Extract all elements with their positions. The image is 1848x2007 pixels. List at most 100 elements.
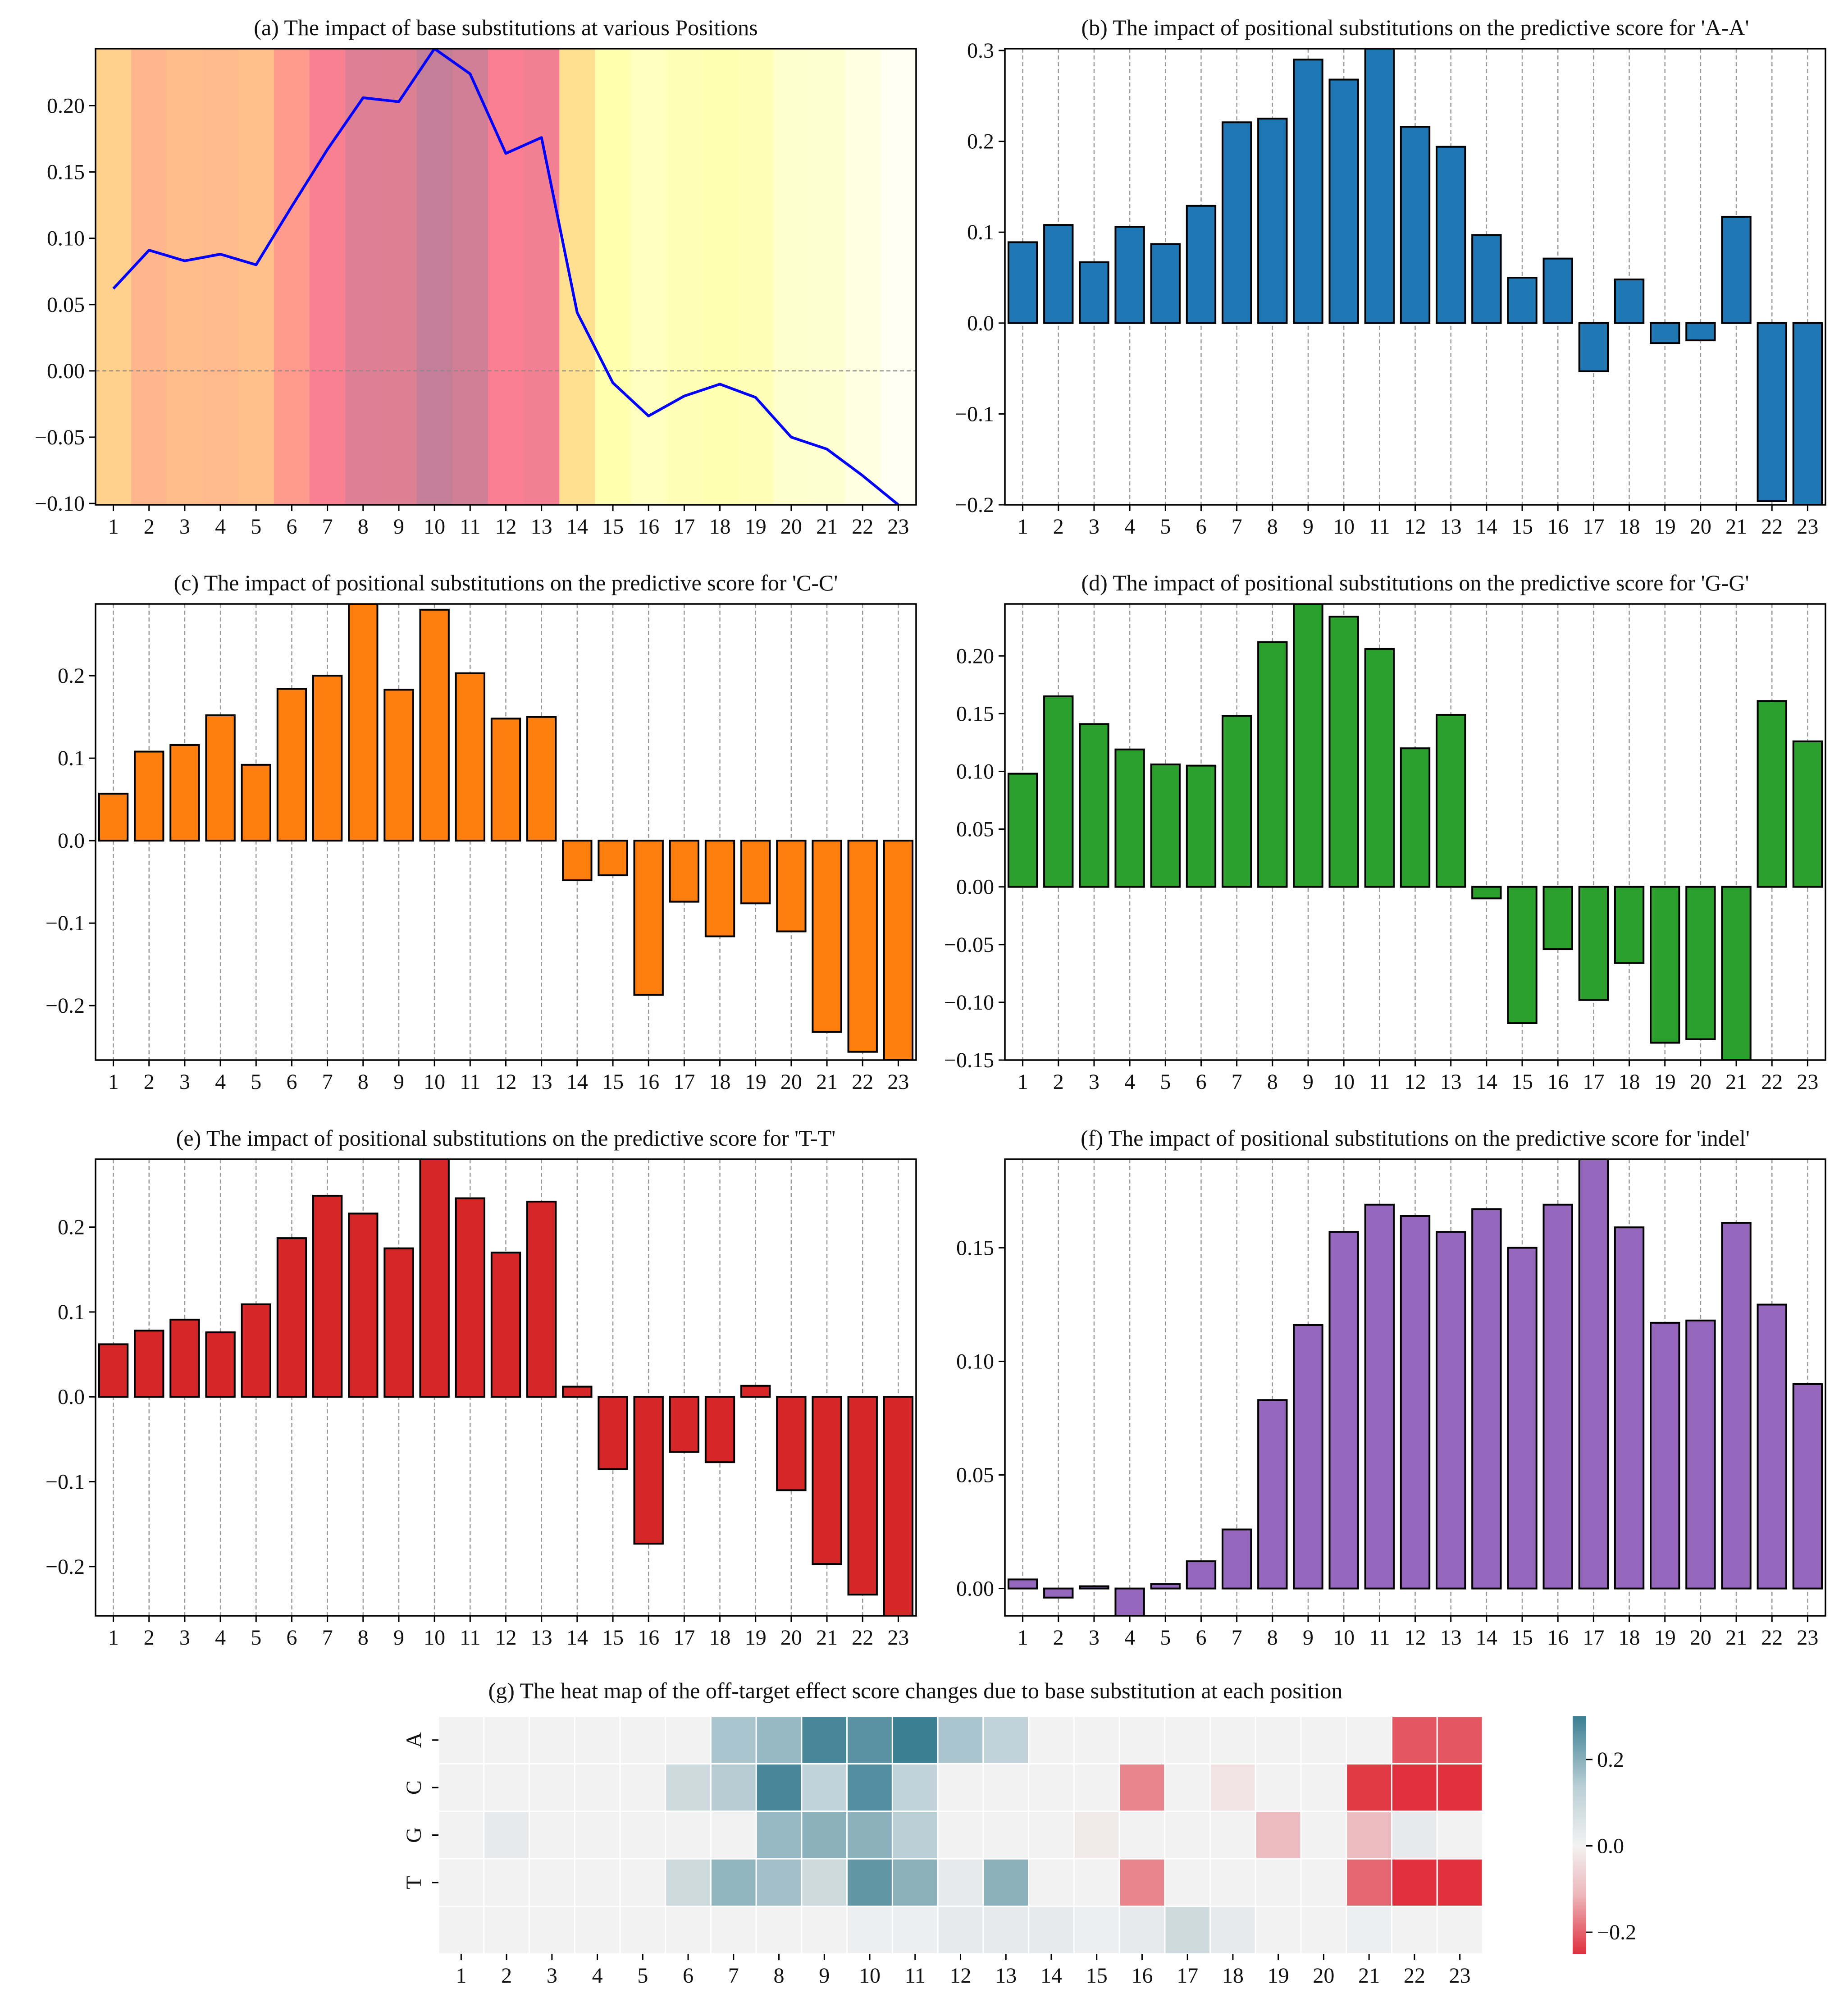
bar-e-pos-12	[492, 1253, 520, 1397]
x-tick-label: 11	[1369, 1070, 1390, 1094]
x-tick-label: 14	[1476, 1626, 1497, 1650]
x-tick-label: 23	[1797, 1070, 1818, 1094]
bar-b-pos-7	[1223, 122, 1251, 323]
x-tick-label: 8	[358, 515, 369, 539]
background-band	[488, 49, 524, 505]
heat-cell-r1-c21	[1346, 1764, 1392, 1811]
colorbar-tick-label: −0.2	[1597, 1920, 1636, 1944]
bar-f-pos-22	[1758, 1305, 1786, 1589]
heat-cell-r4-c20	[1301, 1906, 1346, 1954]
heat-cell-r0-c9	[802, 1716, 847, 1764]
bar-b-pos-10	[1329, 80, 1358, 323]
x-tick-label: 4	[215, 515, 226, 539]
x-tick-label: 22	[852, 1626, 873, 1650]
heat-cell-r2-c23	[1437, 1811, 1483, 1859]
heat-cell-r3-c21	[1346, 1859, 1392, 1906]
x-tick-label: 3	[1089, 1626, 1100, 1650]
heat-cell-r4-c6	[666, 1906, 711, 1954]
heat-cell-r4-c14	[1029, 1906, 1074, 1954]
heat-cell-r2-c16	[1119, 1811, 1165, 1859]
heat-cell-r3-c11	[892, 1859, 938, 1906]
bar-f-pos-5	[1151, 1584, 1180, 1588]
bar-d-pos-9	[1294, 604, 1322, 887]
y-tick-label: −0.1	[46, 1470, 85, 1494]
heat-cell-r4-c22	[1392, 1906, 1437, 1954]
x-tick-label: 14	[1040, 1964, 1062, 1988]
x-tick-label: 18	[709, 1626, 731, 1650]
x-tick-label: 8	[1267, 1070, 1278, 1094]
heat-cell-r0-c19	[1255, 1716, 1301, 1764]
bar-d-pos-15	[1508, 887, 1536, 1023]
heat-cell-r2-c15	[1074, 1811, 1119, 1859]
x-tick-label: 20	[1690, 515, 1711, 539]
bar-e-pos-1	[99, 1344, 128, 1397]
y-tick-label: 0.3	[967, 39, 994, 63]
x-tick-label: 8	[358, 1070, 369, 1094]
heat-cell-r2-c17	[1165, 1811, 1210, 1859]
heat-cell-r0-c12	[938, 1716, 983, 1764]
x-tick-label: 2	[1053, 1070, 1064, 1094]
background-band	[845, 49, 881, 505]
bar-c-pos-9	[384, 690, 413, 841]
bar-b-pos-9	[1294, 59, 1322, 323]
bar-b-pos-21	[1722, 217, 1750, 323]
x-tick-label: 10	[1333, 515, 1355, 539]
bar-f-pos-16	[1544, 1205, 1572, 1589]
bar-b-pos-20	[1686, 323, 1715, 340]
heat-cell-r4-c4	[575, 1906, 620, 1954]
x-tick-label: 12	[495, 515, 517, 539]
x-tick-label: 3	[179, 1070, 190, 1094]
x-tick-label: 10	[859, 1964, 881, 1988]
bar-d-pos-17	[1579, 887, 1608, 1000]
y-tick-label: 0.00	[47, 359, 85, 383]
heat-cell-r1-c3	[529, 1764, 575, 1811]
x-tick-label: 12	[1405, 1070, 1426, 1094]
x-tick-label: 19	[1654, 1626, 1676, 1650]
x-tick-label: 12	[495, 1070, 517, 1094]
heat-cell-r3-c22	[1392, 1859, 1437, 1906]
bar-e-pos-21	[812, 1397, 841, 1564]
heat-cell-r4-c9	[802, 1906, 847, 1954]
x-tick-label: 19	[1654, 515, 1676, 539]
bar-b-pos-19	[1651, 323, 1679, 343]
heat-cell-r2-c10	[847, 1811, 893, 1859]
heat-cell-r1-c2	[484, 1764, 529, 1811]
heat-cell-r0-c22	[1392, 1716, 1437, 1764]
x-tick-label: 4	[1124, 515, 1135, 539]
background-band	[381, 49, 417, 505]
heat-cell-r4-c15	[1074, 1906, 1119, 1954]
bar-b-pos-12	[1401, 127, 1429, 323]
x-tick-label: 18	[1619, 1070, 1640, 1094]
x-tick-label: 5	[1160, 1070, 1171, 1094]
x-tick-label: 18	[709, 515, 731, 539]
heat-cell-r3-c14	[1029, 1859, 1074, 1906]
heat-cell-r4-c12	[938, 1906, 983, 1954]
heat-cell-r4-c17	[1165, 1906, 1210, 1954]
background-band	[666, 49, 703, 505]
heat-cell-r1-c4	[575, 1764, 620, 1811]
y-tick-label: A	[402, 1732, 426, 1748]
heat-cell-r3-c18	[1210, 1859, 1256, 1906]
bar-f-pos-12	[1401, 1216, 1429, 1589]
heat-cell-r2-c20	[1301, 1811, 1346, 1859]
x-tick-label: 9	[393, 1070, 404, 1094]
y-tick-label: 0.20	[956, 644, 994, 668]
heat-cell-r1-c12	[938, 1764, 983, 1811]
heat-cell-r0-c11	[892, 1716, 938, 1764]
x-tick-label: 17	[673, 1070, 695, 1094]
heat-cell-r1-c15	[1074, 1764, 1119, 1811]
background-band	[595, 49, 631, 505]
panel-title: (d) The impact of positional substitutio…	[1081, 570, 1749, 595]
x-tick-label: 20	[780, 1070, 802, 1094]
x-tick-label: 14	[566, 1070, 588, 1094]
y-tick-label: −0.10	[35, 492, 85, 516]
bar-b-pos-5	[1151, 244, 1180, 323]
bar-e-pos-11	[456, 1198, 484, 1397]
x-tick-label: 20	[1690, 1070, 1711, 1094]
x-tick-label: 1	[108, 1626, 119, 1650]
x-tick-label: 11	[460, 1626, 480, 1650]
x-tick-label: 23	[1797, 515, 1818, 539]
heat-cell-r0-c3	[529, 1716, 575, 1764]
bar-f-pos-23	[1793, 1384, 1822, 1589]
bar-e-pos-18	[706, 1397, 734, 1462]
